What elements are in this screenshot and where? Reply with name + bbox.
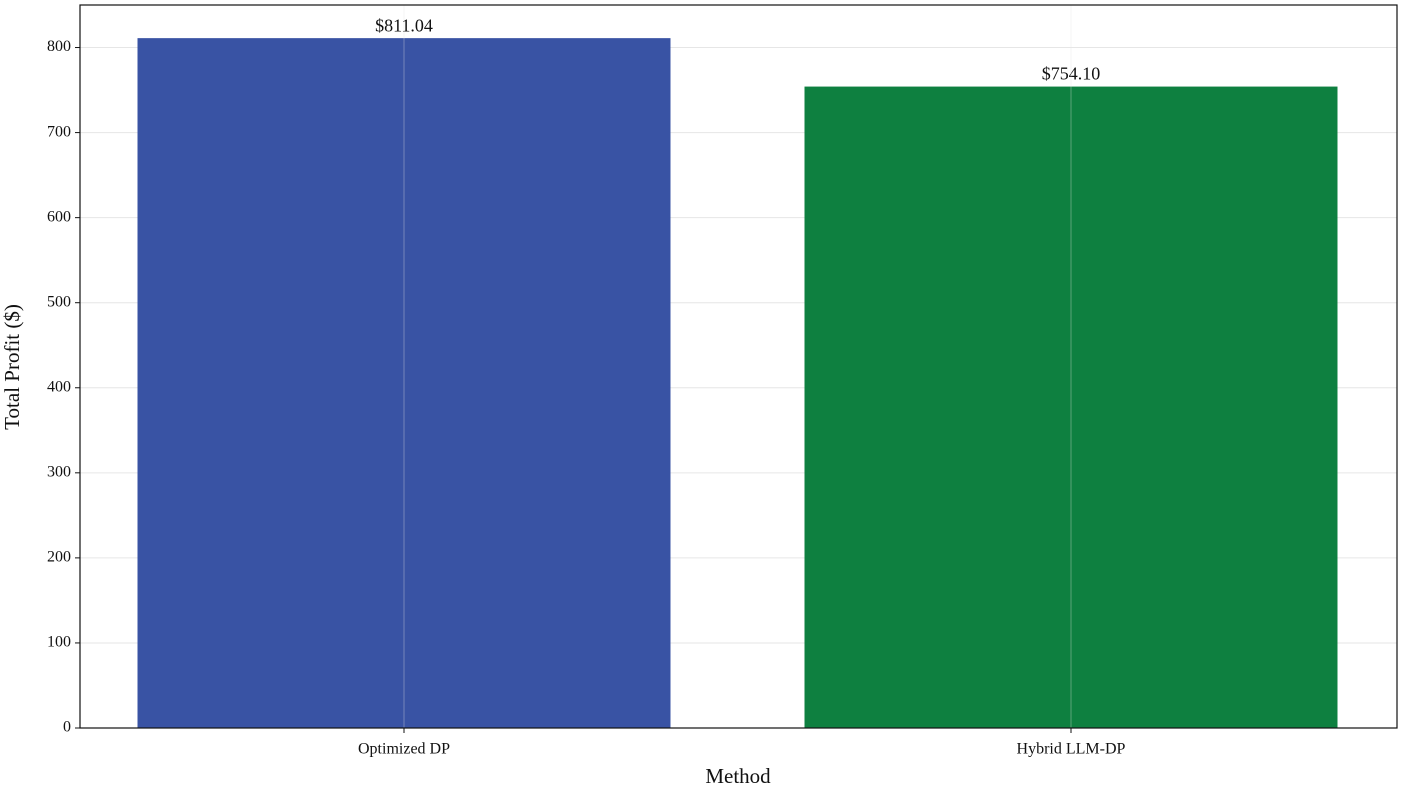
value-label: $754.10: [1042, 64, 1101, 84]
plot-frame: [79, 4, 1398, 729]
y-tick-label: 700: [47, 123, 71, 140]
y-tick-label: 800: [47, 38, 71, 55]
y-tick-label: 600: [47, 208, 71, 225]
x-axis-label: Method: [705, 764, 771, 788]
y-tick-label: 100: [47, 634, 71, 651]
y-tick-label: 200: [47, 549, 71, 566]
y-tick-label: 300: [47, 463, 71, 480]
bar: [804, 86, 1338, 728]
y-axis-label: Total Profit ($): [0, 304, 24, 430]
value-label: $811.04: [375, 15, 433, 35]
x-tick-label: Optimized DP: [358, 741, 450, 758]
x-tick-label: Hybrid LLM-DP: [1017, 741, 1126, 758]
y-tick-label: 500: [47, 293, 71, 310]
y-tick-label: 0: [63, 719, 71, 736]
bar: [137, 38, 671, 728]
y-tick-label: 400: [47, 378, 71, 395]
